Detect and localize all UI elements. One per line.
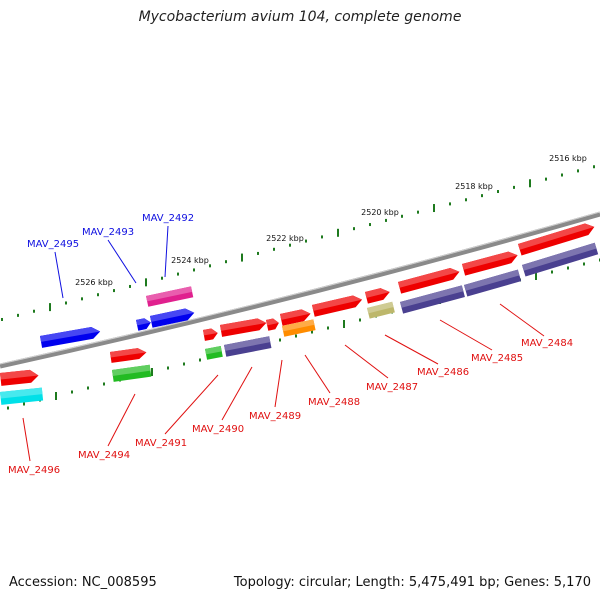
gene-arrow <box>367 301 395 319</box>
gene-arrow <box>220 318 267 337</box>
tick-label: 2522 kbp <box>266 234 304 243</box>
leader-line <box>107 393 136 447</box>
gene-arrow <box>280 309 311 326</box>
gene-label: MAV_2485 <box>471 353 523 364</box>
gene-label: MAV_2487 <box>366 382 418 393</box>
gene-label: MAV_2496 <box>8 465 60 476</box>
map-title: Mycobacterium avium 104, complete genome <box>138 9 462 25</box>
leader-line <box>54 251 64 299</box>
gene-arrow <box>224 336 272 357</box>
leader-line <box>499 303 545 337</box>
gene-arrow <box>398 268 460 294</box>
leader-line <box>274 359 283 408</box>
gene-label: MAV_2492 <box>142 213 194 224</box>
gene-arrow <box>312 295 363 317</box>
gene-arrow <box>136 318 151 331</box>
genome-summary: Topology: circular; Length: 5,475,491 bp… <box>233 575 591 590</box>
gene-arrow <box>0 387 44 405</box>
leader-line <box>164 225 169 278</box>
leader-line <box>107 239 137 284</box>
gene-label: MAV_2495 <box>27 239 79 250</box>
gene-arrow <box>112 364 152 382</box>
tick-label: 2526 kbp <box>75 278 113 287</box>
tick-label: 2516 kbp <box>549 154 587 163</box>
tick-layer: 2516 kbp 2518 kbp 2520 kbp 2522 kbp 2524 kbp… <box>1 154 600 410</box>
gene-label: MAV_2494 <box>78 450 130 461</box>
tick-label: 2524 kbp <box>171 256 209 265</box>
gene-arrow <box>518 223 595 256</box>
leader-line <box>22 417 31 462</box>
genome-backbone-highlight <box>0 211 600 365</box>
gene-label: MAV_2489 <box>249 411 301 422</box>
leader-line <box>384 334 439 365</box>
gene-arrow <box>205 345 223 360</box>
gene-arrow <box>40 326 101 348</box>
gene-arrow <box>150 308 195 328</box>
feature-layer <box>0 223 599 405</box>
gene-label: MAV_2486 <box>417 367 469 378</box>
gene-arrow <box>146 286 194 307</box>
gene-label: MAV_2488 <box>308 397 360 408</box>
accession-label: Accession: NC_008595 <box>9 575 157 590</box>
gene-label: MAV_2491 <box>135 438 187 449</box>
leader-line <box>439 319 493 351</box>
gene-arrow <box>266 318 279 331</box>
gene-arrow <box>282 319 316 337</box>
gene-arrow <box>203 328 218 341</box>
gene-label: MAV_2490 <box>192 424 244 435</box>
gene-arrow <box>522 242 599 277</box>
gene-arrow <box>0 369 39 386</box>
gene-arrow <box>464 269 522 297</box>
tick-label: 2520 kbp <box>361 208 399 217</box>
leader-line <box>164 374 219 435</box>
gene-arrow <box>400 285 465 314</box>
tick-label: 2518 kbp <box>455 182 493 191</box>
leader-line <box>221 366 253 421</box>
gene-arrow <box>110 348 147 363</box>
leader-line <box>304 354 331 394</box>
leader-line <box>344 344 389 379</box>
gene-label: MAV_2493 <box>82 227 134 238</box>
gene-arrow <box>462 251 518 276</box>
genome-backbone <box>0 211 600 369</box>
gene-label: MAV_2484 <box>521 338 573 349</box>
gene-arrow <box>365 288 390 304</box>
